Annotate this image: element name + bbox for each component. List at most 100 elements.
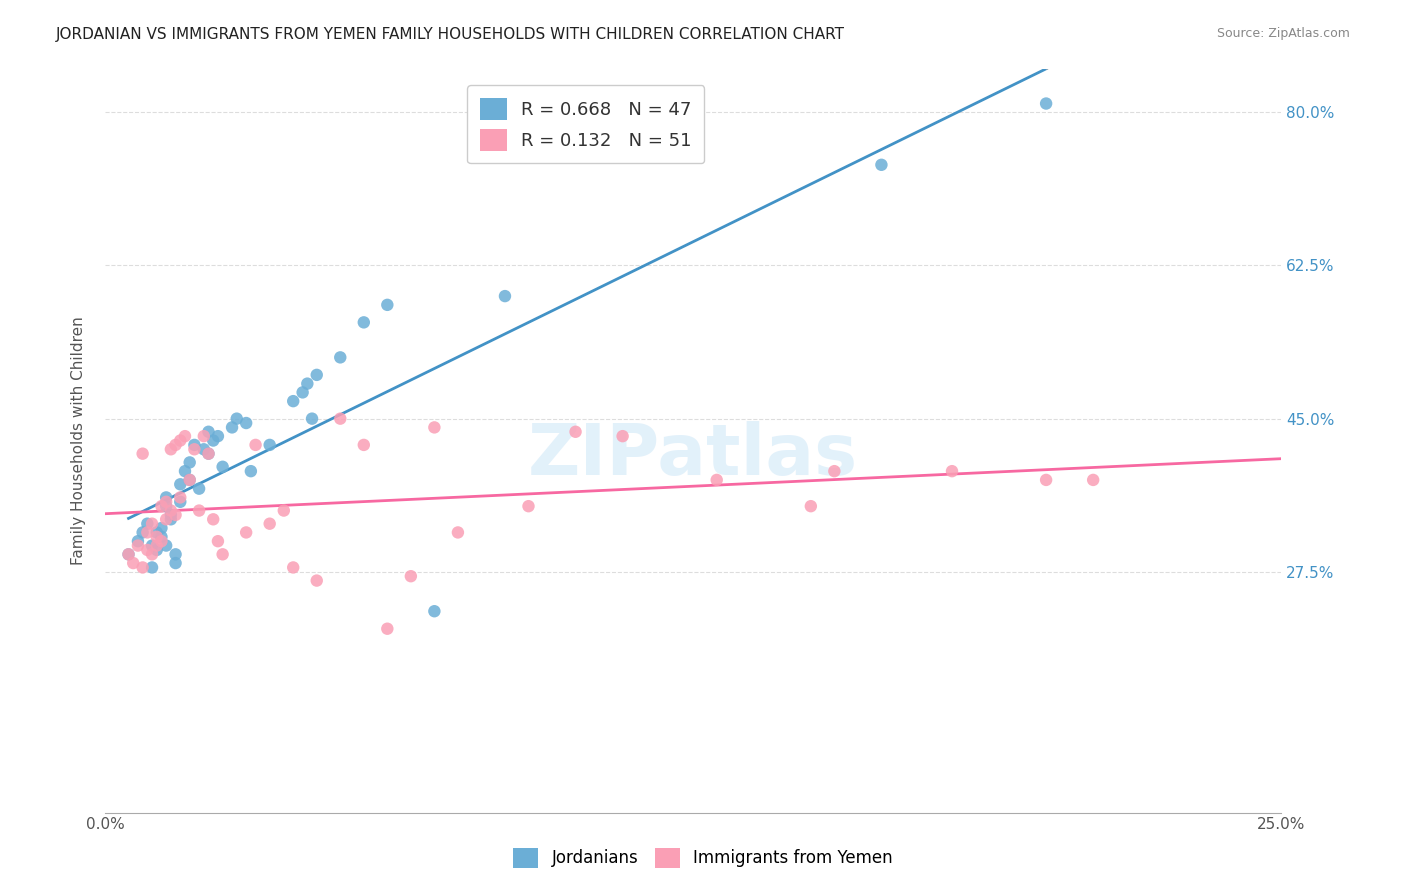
Point bbox=[150, 499, 173, 513]
Point bbox=[301, 411, 323, 425]
Point bbox=[353, 438, 375, 452]
Point bbox=[297, 376, 319, 391]
Point bbox=[1035, 473, 1057, 487]
Point bbox=[160, 508, 183, 522]
Point bbox=[423, 420, 446, 434]
Point bbox=[145, 530, 167, 544]
Text: ZIPatlas: ZIPatlas bbox=[529, 421, 858, 490]
Point bbox=[1083, 473, 1105, 487]
Point bbox=[165, 508, 187, 522]
Point bbox=[155, 512, 177, 526]
Point bbox=[179, 455, 201, 469]
Point bbox=[169, 434, 191, 448]
Point bbox=[127, 534, 149, 549]
Point bbox=[211, 459, 233, 474]
Point bbox=[823, 464, 845, 478]
Point bbox=[225, 411, 247, 425]
Y-axis label: Family Households with Children: Family Households with Children bbox=[72, 316, 86, 565]
Point bbox=[800, 499, 823, 513]
Point bbox=[291, 385, 314, 400]
Point bbox=[155, 499, 177, 513]
Point bbox=[188, 503, 211, 517]
Point bbox=[259, 438, 281, 452]
Point bbox=[706, 473, 728, 487]
Point bbox=[283, 394, 305, 409]
Point bbox=[375, 622, 398, 636]
Point bbox=[202, 512, 225, 526]
Point bbox=[305, 574, 328, 588]
Point bbox=[145, 539, 167, 553]
Point bbox=[612, 429, 634, 443]
Point bbox=[145, 525, 167, 540]
Point bbox=[169, 491, 191, 505]
Text: Source: ZipAtlas.com: Source: ZipAtlas.com bbox=[1216, 27, 1350, 40]
Point bbox=[136, 543, 159, 558]
Point bbox=[165, 438, 187, 452]
Point bbox=[117, 547, 139, 561]
Point bbox=[273, 503, 295, 517]
Point bbox=[141, 547, 163, 561]
Point bbox=[160, 442, 183, 457]
Point bbox=[259, 516, 281, 531]
Point bbox=[174, 429, 197, 443]
Point bbox=[197, 447, 219, 461]
Point bbox=[245, 438, 267, 452]
Point bbox=[564, 425, 586, 439]
Point bbox=[207, 429, 229, 443]
Point bbox=[150, 534, 173, 549]
Point bbox=[193, 442, 215, 457]
Point bbox=[197, 425, 219, 439]
Point bbox=[183, 438, 205, 452]
Point bbox=[941, 464, 963, 478]
Point bbox=[136, 516, 159, 531]
Point bbox=[174, 464, 197, 478]
Point bbox=[141, 539, 163, 553]
Point bbox=[131, 560, 153, 574]
Point bbox=[353, 315, 375, 329]
Point bbox=[155, 495, 177, 509]
Point bbox=[136, 525, 159, 540]
Point bbox=[423, 604, 446, 618]
Point bbox=[197, 447, 219, 461]
Point bbox=[870, 158, 893, 172]
Point bbox=[494, 289, 516, 303]
Point bbox=[235, 525, 257, 540]
Point bbox=[329, 411, 352, 425]
Point bbox=[145, 543, 167, 558]
Point bbox=[375, 298, 398, 312]
Point bbox=[131, 447, 153, 461]
Point bbox=[141, 516, 163, 531]
Text: JORDANIAN VS IMMIGRANTS FROM YEMEN FAMILY HOUSEHOLDS WITH CHILDREN CORRELATION C: JORDANIAN VS IMMIGRANTS FROM YEMEN FAMIL… bbox=[56, 27, 845, 42]
Point bbox=[305, 368, 328, 382]
Point bbox=[329, 351, 352, 365]
Point bbox=[179, 473, 201, 487]
Point bbox=[447, 525, 470, 540]
Point bbox=[211, 547, 233, 561]
Point bbox=[155, 539, 177, 553]
Point bbox=[517, 499, 540, 513]
Point bbox=[150, 530, 173, 544]
Point bbox=[239, 464, 262, 478]
Point bbox=[141, 560, 163, 574]
Point bbox=[165, 547, 187, 561]
Point bbox=[207, 534, 229, 549]
Point bbox=[150, 521, 173, 535]
Point bbox=[169, 495, 191, 509]
Point bbox=[235, 416, 257, 430]
Point bbox=[193, 429, 215, 443]
Point bbox=[160, 512, 183, 526]
Legend: Jordanians, Immigrants from Yemen: Jordanians, Immigrants from Yemen bbox=[506, 841, 900, 875]
Point bbox=[179, 473, 201, 487]
Point bbox=[202, 434, 225, 448]
Point bbox=[127, 539, 149, 553]
Point bbox=[160, 503, 183, 517]
Point bbox=[155, 491, 177, 505]
Point bbox=[122, 556, 145, 570]
Point bbox=[169, 477, 191, 491]
Point bbox=[117, 547, 139, 561]
Point bbox=[399, 569, 422, 583]
Point bbox=[183, 442, 205, 457]
Legend: R = 0.668   N = 47, R = 0.132   N = 51: R = 0.668 N = 47, R = 0.132 N = 51 bbox=[467, 85, 704, 163]
Point bbox=[221, 420, 243, 434]
Point bbox=[188, 482, 211, 496]
